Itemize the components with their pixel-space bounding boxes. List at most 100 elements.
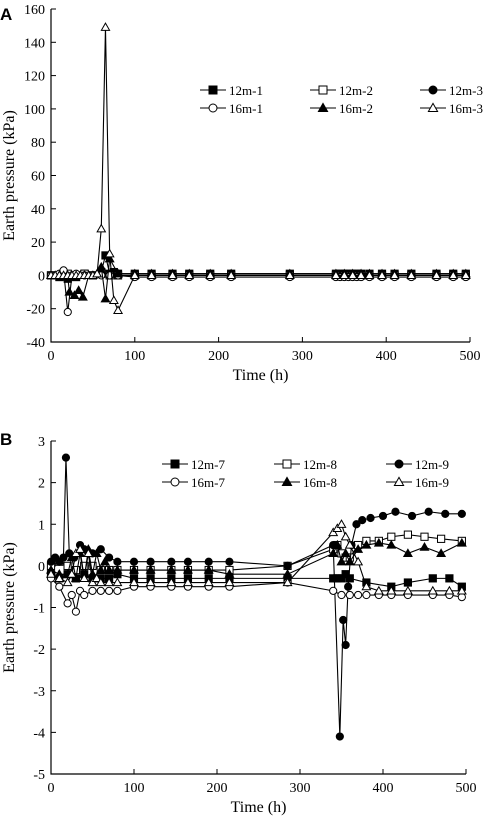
- data-point-16m-3: [184, 270, 195, 280]
- data-point-16m-9: [104, 577, 115, 587]
- data-point-16m-3: [92, 268, 103, 278]
- data-point-16m-9: [79, 573, 90, 582]
- data-point-16m-7: [457, 592, 466, 602]
- x-tick-label-a: 100: [124, 349, 145, 364]
- data-point-16m-2: [73, 285, 84, 294]
- x-tick-label-a: 300: [292, 349, 313, 364]
- data-point-16m-7: [80, 590, 89, 600]
- data-point-16m-9: [95, 577, 106, 587]
- data-point-16m-3: [389, 270, 400, 280]
- data-point-16m-9: [332, 523, 343, 533]
- data-point-16m-9: [91, 573, 102, 582]
- data-point-16m-9: [353, 556, 364, 566]
- data-point-16m-8: [282, 569, 293, 578]
- data-point-16m-3: [406, 270, 417, 280]
- data-point-16m-7: [345, 590, 354, 600]
- y-tick-label-a: 120: [24, 70, 45, 85]
- data-point-16m-2: [64, 286, 75, 296]
- data-point-12m-9: [335, 732, 344, 741]
- data-point-12m-9: [341, 640, 350, 650]
- legend-marker-12m-3: [428, 85, 438, 95]
- data-point-16m-3: [129, 270, 140, 280]
- series-line-12m-8: [50, 534, 462, 571]
- data-point-16m-8: [436, 548, 447, 557]
- data-point-12m-9: [378, 511, 388, 521]
- data-point-16m-3: [460, 270, 471, 280]
- data-point-16m-3: [96, 223, 107, 233]
- data-point-16m-9: [444, 585, 455, 595]
- data-point-16m-2: [113, 268, 124, 278]
- data-point-12m-9: [339, 615, 348, 625]
- series-16m-3: [45, 22, 471, 314]
- data-point-16m-8: [344, 556, 355, 566]
- x-tick-label-a: 500: [460, 349, 481, 364]
- legend-a: 12m-1 12m-2 12m-3 16m-1 16m-2 16m-3: [200, 83, 483, 116]
- data-point-12m-9: [113, 557, 122, 566]
- data-point-16m-8: [332, 539, 343, 549]
- data-point-12m-7: [345, 574, 354, 583]
- data-point-16m-9: [128, 577, 140, 587]
- y-tick-label-b: -2: [33, 643, 45, 658]
- data-point-16m-8: [87, 569, 98, 578]
- data-point-16m-9: [203, 577, 214, 587]
- data-point-12m-9: [344, 582, 353, 591]
- x-tick-label-a: 200: [208, 349, 229, 364]
- data-point-12m-9: [352, 520, 361, 529]
- data-point-12m-9: [366, 513, 375, 523]
- data-point-12m-8: [387, 532, 396, 541]
- data-point-16m-3: [100, 22, 111, 31]
- data-point-16m-8: [112, 564, 123, 574]
- data-point-16m-8: [99, 556, 110, 566]
- data-point-16m-3: [347, 270, 358, 280]
- data-point-16m-8: [361, 539, 372, 549]
- y-tick-label-a: -40: [26, 336, 45, 351]
- data-point-16m-8: [66, 552, 77, 562]
- legend-marker-12m-9: [394, 459, 404, 469]
- legend-label-16m-1: 16m-1: [229, 101, 263, 116]
- legend-b: 12m-7 12m-8 12m-9 16m-7 16m-8 16m-9: [162, 457, 449, 490]
- axes-frame-a: [50, 9, 470, 343]
- data-point-12m-9: [391, 507, 400, 516]
- data-point-16m-3: [448, 270, 459, 280]
- data-point-16m-8: [70, 573, 81, 582]
- data-point-12m-9: [204, 557, 213, 566]
- data-point-16m-8: [336, 556, 347, 566]
- data-point-16m-2: [96, 261, 107, 271]
- legend-marker-12m-7: [170, 459, 180, 469]
- legend-label-16m-2: 16m-2: [339, 101, 373, 116]
- series-line-16m-7: [50, 577, 462, 612]
- data-point-16m-3: [284, 270, 295, 280]
- legend-label-16m-7: 16m-7: [191, 475, 225, 490]
- legend-marker-16m-1: [208, 103, 218, 113]
- data-point-16m-8: [373, 537, 384, 547]
- data-point-16m-3: [167, 270, 178, 280]
- data-point-12m-9: [225, 557, 234, 566]
- y-tick-label-a: 40: [31, 203, 45, 218]
- data-point-16m-9: [456, 585, 467, 595]
- x-tick-label-b: 0: [48, 781, 55, 796]
- data-point-12m-9: [146, 557, 155, 566]
- legend-label-16m-8: 16m-8: [303, 475, 337, 490]
- data-point-16m-8: [328, 548, 339, 557]
- y-axis-title-b: Earth pressure (kPa): [1, 542, 18, 673]
- data-point-16m-9: [373, 585, 384, 595]
- legend-label-12m-9: 12m-9: [415, 457, 449, 472]
- data-point-16m-9: [87, 577, 98, 587]
- data-point-16m-2: [77, 291, 88, 301]
- data-point-16m-9: [70, 548, 81, 557]
- data-point-16m-9: [112, 577, 123, 587]
- data-point-16m-7: [362, 590, 371, 600]
- data-point-16m-7: [88, 586, 97, 595]
- data-point-16m-9: [328, 527, 339, 537]
- data-point-16m-9: [344, 539, 355, 549]
- data-point-16m-9: [45, 569, 57, 578]
- data-point-16m-9: [336, 519, 347, 528]
- data-point-16m-9: [402, 585, 413, 595]
- legend-marker-16m-9: [393, 476, 405, 486]
- data-point-16m-7: [105, 586, 114, 595]
- axes-frame-b: [50, 441, 466, 775]
- data-point-16m-8: [145, 564, 156, 574]
- legend-marker-16m-8: [281, 476, 293, 486]
- legend-label-12m-7: 12m-7: [191, 457, 225, 472]
